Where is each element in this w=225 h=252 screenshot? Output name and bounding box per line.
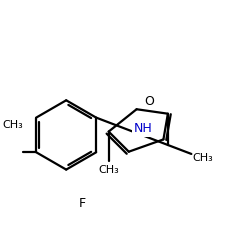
Text: F: F <box>78 197 85 210</box>
Text: CH₃: CH₃ <box>191 153 212 163</box>
Text: NH: NH <box>133 122 152 135</box>
Text: O: O <box>143 95 153 108</box>
Text: CH₃: CH₃ <box>2 120 23 130</box>
Text: CH₃: CH₃ <box>98 165 119 175</box>
